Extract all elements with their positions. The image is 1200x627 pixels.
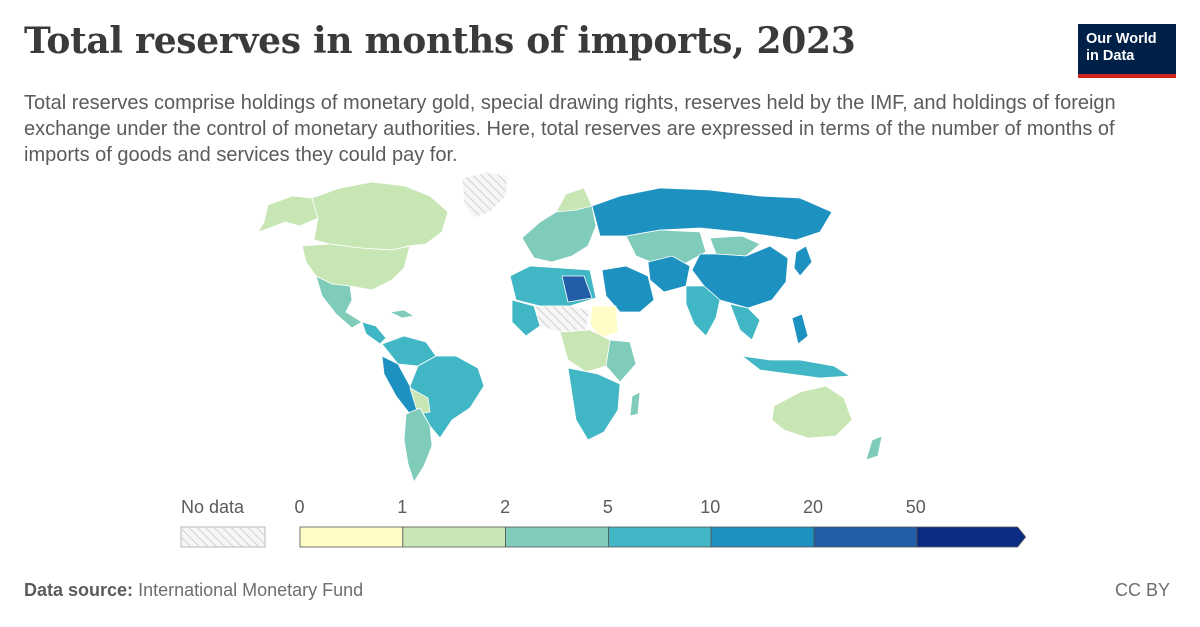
region-sudan <box>589 305 619 339</box>
region-new-zealand <box>865 435 883 461</box>
region-india <box>685 285 721 337</box>
data-source-label: Data source: <box>24 580 134 600</box>
legend-tick-1: 1 <box>397 497 408 517</box>
owid-logo[interactable]: Our World in Data <box>1078 24 1176 78</box>
legend-no-data-label: No data <box>181 497 245 517</box>
legend-tick-5: 20 <box>803 497 824 517</box>
logo-line-2: in Data <box>1086 48 1135 64</box>
region-mongolia <box>709 235 761 257</box>
region-philippines <box>791 313 809 345</box>
data-source-value[interactable]: International Monetary Fund <box>138 580 364 600</box>
region-japan <box>793 245 813 277</box>
region-southeast-asia <box>729 303 761 341</box>
region-middle-east <box>601 265 655 313</box>
region-caribbean <box>389 309 415 319</box>
region-canada <box>311 181 449 251</box>
data-source: Data source: International Monetary Fund <box>24 580 363 601</box>
region-central-africa <box>559 329 611 373</box>
region-east-africa <box>605 339 637 383</box>
region-sahel <box>533 305 591 333</box>
logo-line-1: Our World <box>1086 31 1157 47</box>
region-argentina <box>403 407 433 483</box>
region-indonesia <box>741 355 851 379</box>
region-alaska <box>257 195 319 233</box>
region-libya <box>561 275 593 303</box>
region-europe <box>521 201 597 263</box>
region-scandinavia <box>555 187 593 213</box>
region-greenland <box>461 171 509 219</box>
region-australia <box>771 385 853 439</box>
region-central-america <box>361 321 387 345</box>
legend-tick-2: 2 <box>500 497 511 517</box>
region-bolivia <box>409 387 431 415</box>
chart-subtitle: Total reserves comprise holdings of mone… <box>24 92 1116 166</box>
region-china <box>691 245 789 309</box>
region-west-africa <box>511 299 541 337</box>
region-russia <box>591 187 833 241</box>
license[interactable]: CC BY <box>1114 580 1170 600</box>
chart-title: Total reserves in months of imports, 202… <box>24 20 856 62</box>
legend-tick-0: 0 <box>294 497 305 517</box>
region-mexico <box>315 275 363 329</box>
legend-tick-3: 5 <box>602 497 613 517</box>
legend-tick-4: 10 <box>700 497 721 517</box>
region-southern-africa <box>567 367 621 441</box>
region-central-asia <box>625 229 707 265</box>
region-madagascar <box>629 391 641 417</box>
legend-tick-6: 50 <box>905 497 926 517</box>
